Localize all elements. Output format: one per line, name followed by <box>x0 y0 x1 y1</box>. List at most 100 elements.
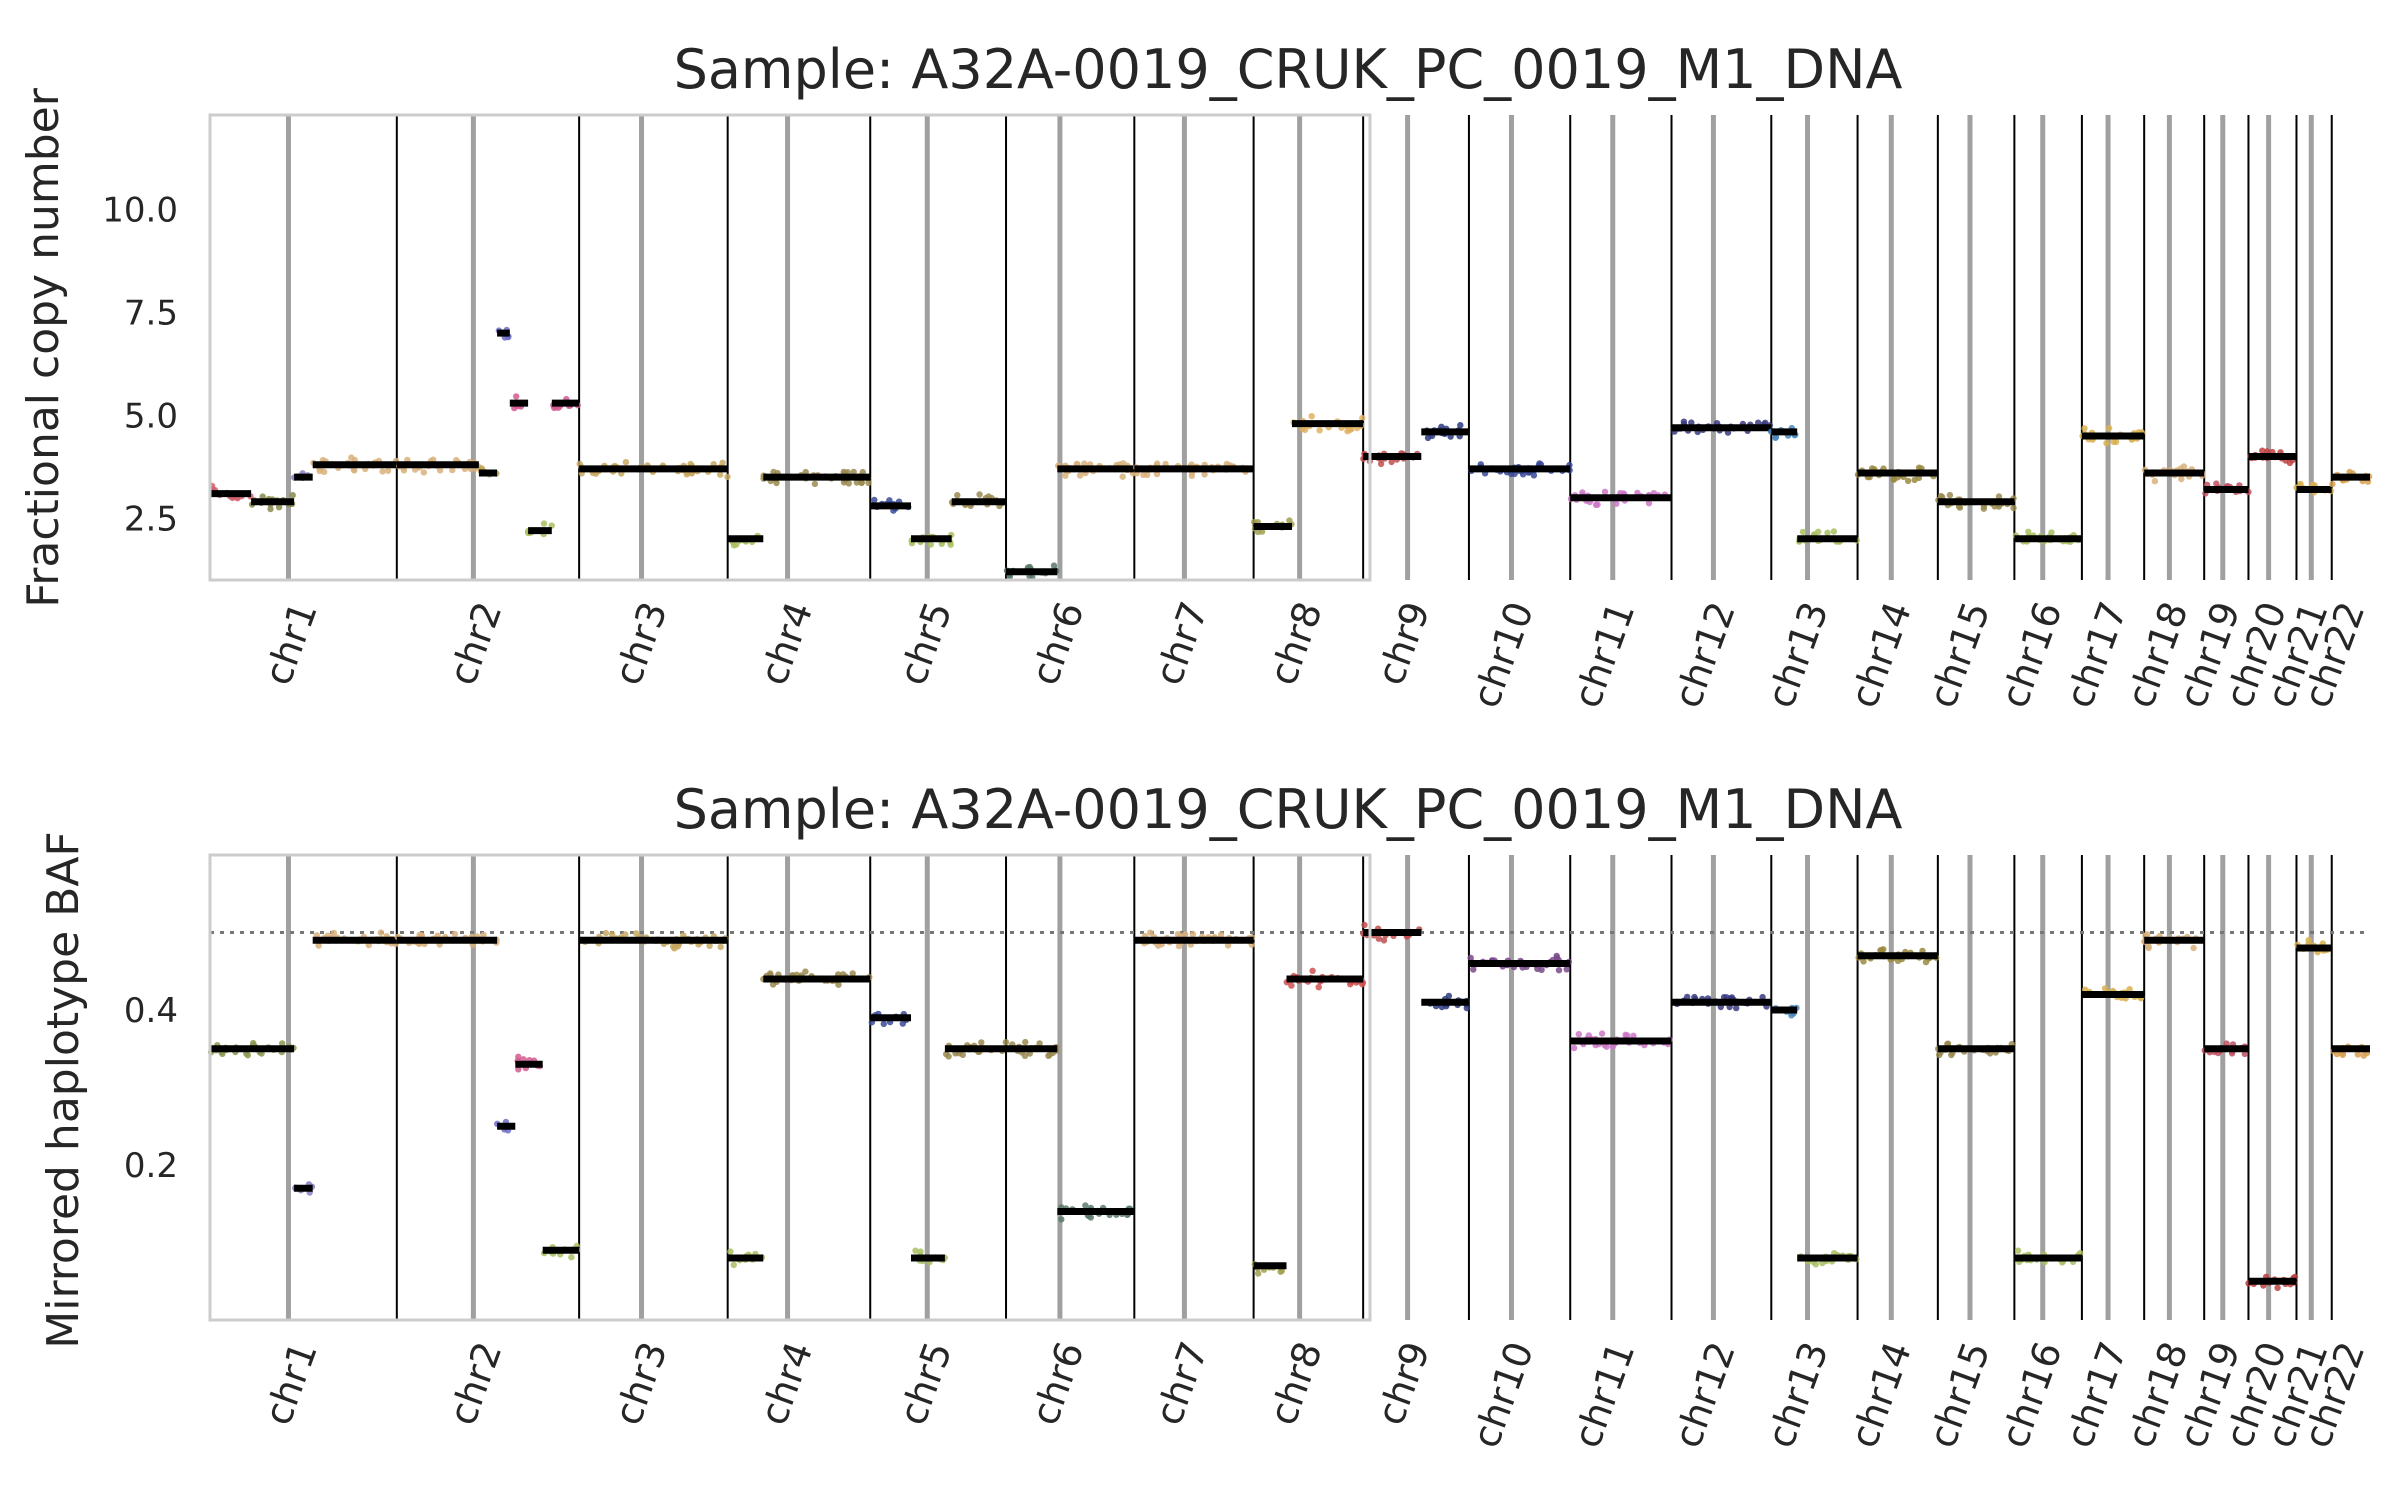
baf-segments <box>207 921 2370 1292</box>
y-tick-label: 7.5 <box>124 294 178 334</box>
data-point <box>2286 459 2294 467</box>
data-point <box>2329 480 2336 488</box>
data-point <box>1980 505 1988 512</box>
data-point <box>1691 993 1698 1001</box>
data-point <box>1467 954 1474 962</box>
data-point <box>1878 946 1885 954</box>
data-point <box>1388 458 1395 466</box>
plot-frame <box>208 113 1372 582</box>
data-point <box>1377 460 1385 468</box>
data-point <box>1036 1040 1043 1047</box>
data-point <box>1299 425 1306 433</box>
data-point <box>316 467 323 475</box>
data-point <box>1890 476 1898 483</box>
data-point <box>1830 528 1838 535</box>
y-tick-label: 0.2 <box>124 1146 178 1186</box>
data-point <box>769 981 777 988</box>
data-point <box>1424 434 1432 442</box>
y-tick-label: 10.0 <box>102 191 178 231</box>
data-point <box>717 943 724 951</box>
data-point <box>1022 1038 1029 1046</box>
data-point <box>1062 472 1069 479</box>
data-point <box>2190 944 2197 952</box>
data-point <box>515 1053 522 1061</box>
data-point <box>1087 1214 1095 1221</box>
data-point <box>1860 958 1867 965</box>
data-point <box>849 970 856 977</box>
baf-title: Sample: A32A-0019_CRUK_PC_0019_M1_DNA <box>674 778 1903 841</box>
data-point <box>1021 1052 1029 1060</box>
data-point <box>1201 471 1208 478</box>
copy-number-segments <box>208 326 2373 581</box>
data-point <box>1286 517 1293 524</box>
data-point <box>2259 447 2266 454</box>
data-point <box>1519 471 1527 478</box>
data-point <box>1555 967 1563 974</box>
data-point <box>2014 1247 2022 1254</box>
data-point <box>886 497 893 504</box>
data-point <box>348 454 355 461</box>
data-point <box>540 520 548 527</box>
data-point <box>609 931 616 938</box>
data-point <box>2274 1284 2281 1292</box>
data-point <box>1609 1043 1617 1050</box>
data-point <box>1174 931 1182 938</box>
data-point <box>377 929 385 936</box>
data-point <box>1359 981 1366 988</box>
data-point <box>1824 529 1831 536</box>
data-point <box>683 471 690 478</box>
data-point <box>1380 937 1388 944</box>
data-point <box>730 1261 737 1269</box>
data-point <box>802 968 809 975</box>
data-point <box>1082 1202 1089 1209</box>
data-point <box>1189 931 1197 938</box>
data-point <box>858 479 865 486</box>
data-point <box>1948 1051 1955 1059</box>
data-point <box>1153 470 1161 478</box>
data-point <box>400 467 408 474</box>
data-point <box>379 468 386 475</box>
data-point <box>1344 428 1351 435</box>
y-tick-label: 0.4 <box>124 991 178 1031</box>
data-point <box>727 1248 734 1255</box>
data-point <box>1563 966 1570 973</box>
data-point <box>275 504 283 511</box>
data-point <box>2101 985 2109 992</box>
data-point <box>1308 413 1315 420</box>
data-point <box>1995 493 2003 500</box>
data-point <box>1002 1039 1010 1046</box>
data-point <box>1076 472 1084 479</box>
data-point <box>717 471 724 478</box>
data-point <box>1438 423 1445 430</box>
data-point <box>2180 463 2188 470</box>
data-point <box>1359 414 1366 422</box>
data-point <box>1946 491 1954 499</box>
data-point <box>513 393 520 400</box>
data-point <box>1288 982 1295 989</box>
data-point <box>384 467 392 474</box>
data-point <box>2112 438 2120 446</box>
data-point <box>449 466 456 474</box>
chromosome-boundaries <box>285 115 2333 580</box>
data-point <box>420 469 428 476</box>
data-point <box>1733 1004 1740 1012</box>
data-point <box>633 930 640 937</box>
data-point <box>1601 488 1609 495</box>
data-point <box>730 542 738 549</box>
data-point <box>315 942 322 949</box>
data-point <box>706 942 713 949</box>
data-point <box>1904 477 1912 485</box>
data-point <box>1457 422 1464 429</box>
copy-number-ylabel: Fractional copy number <box>18 87 69 608</box>
data-point <box>945 1053 952 1060</box>
data-point <box>289 492 296 499</box>
data-point <box>1553 952 1560 960</box>
data-point <box>1613 500 1620 507</box>
data-point <box>978 1039 985 1046</box>
data-point <box>259 493 266 500</box>
data-point <box>1361 921 1368 929</box>
data-point <box>1772 433 1780 441</box>
data-point <box>1140 471 1147 478</box>
data-point <box>1120 460 1127 467</box>
data-point <box>871 496 878 504</box>
